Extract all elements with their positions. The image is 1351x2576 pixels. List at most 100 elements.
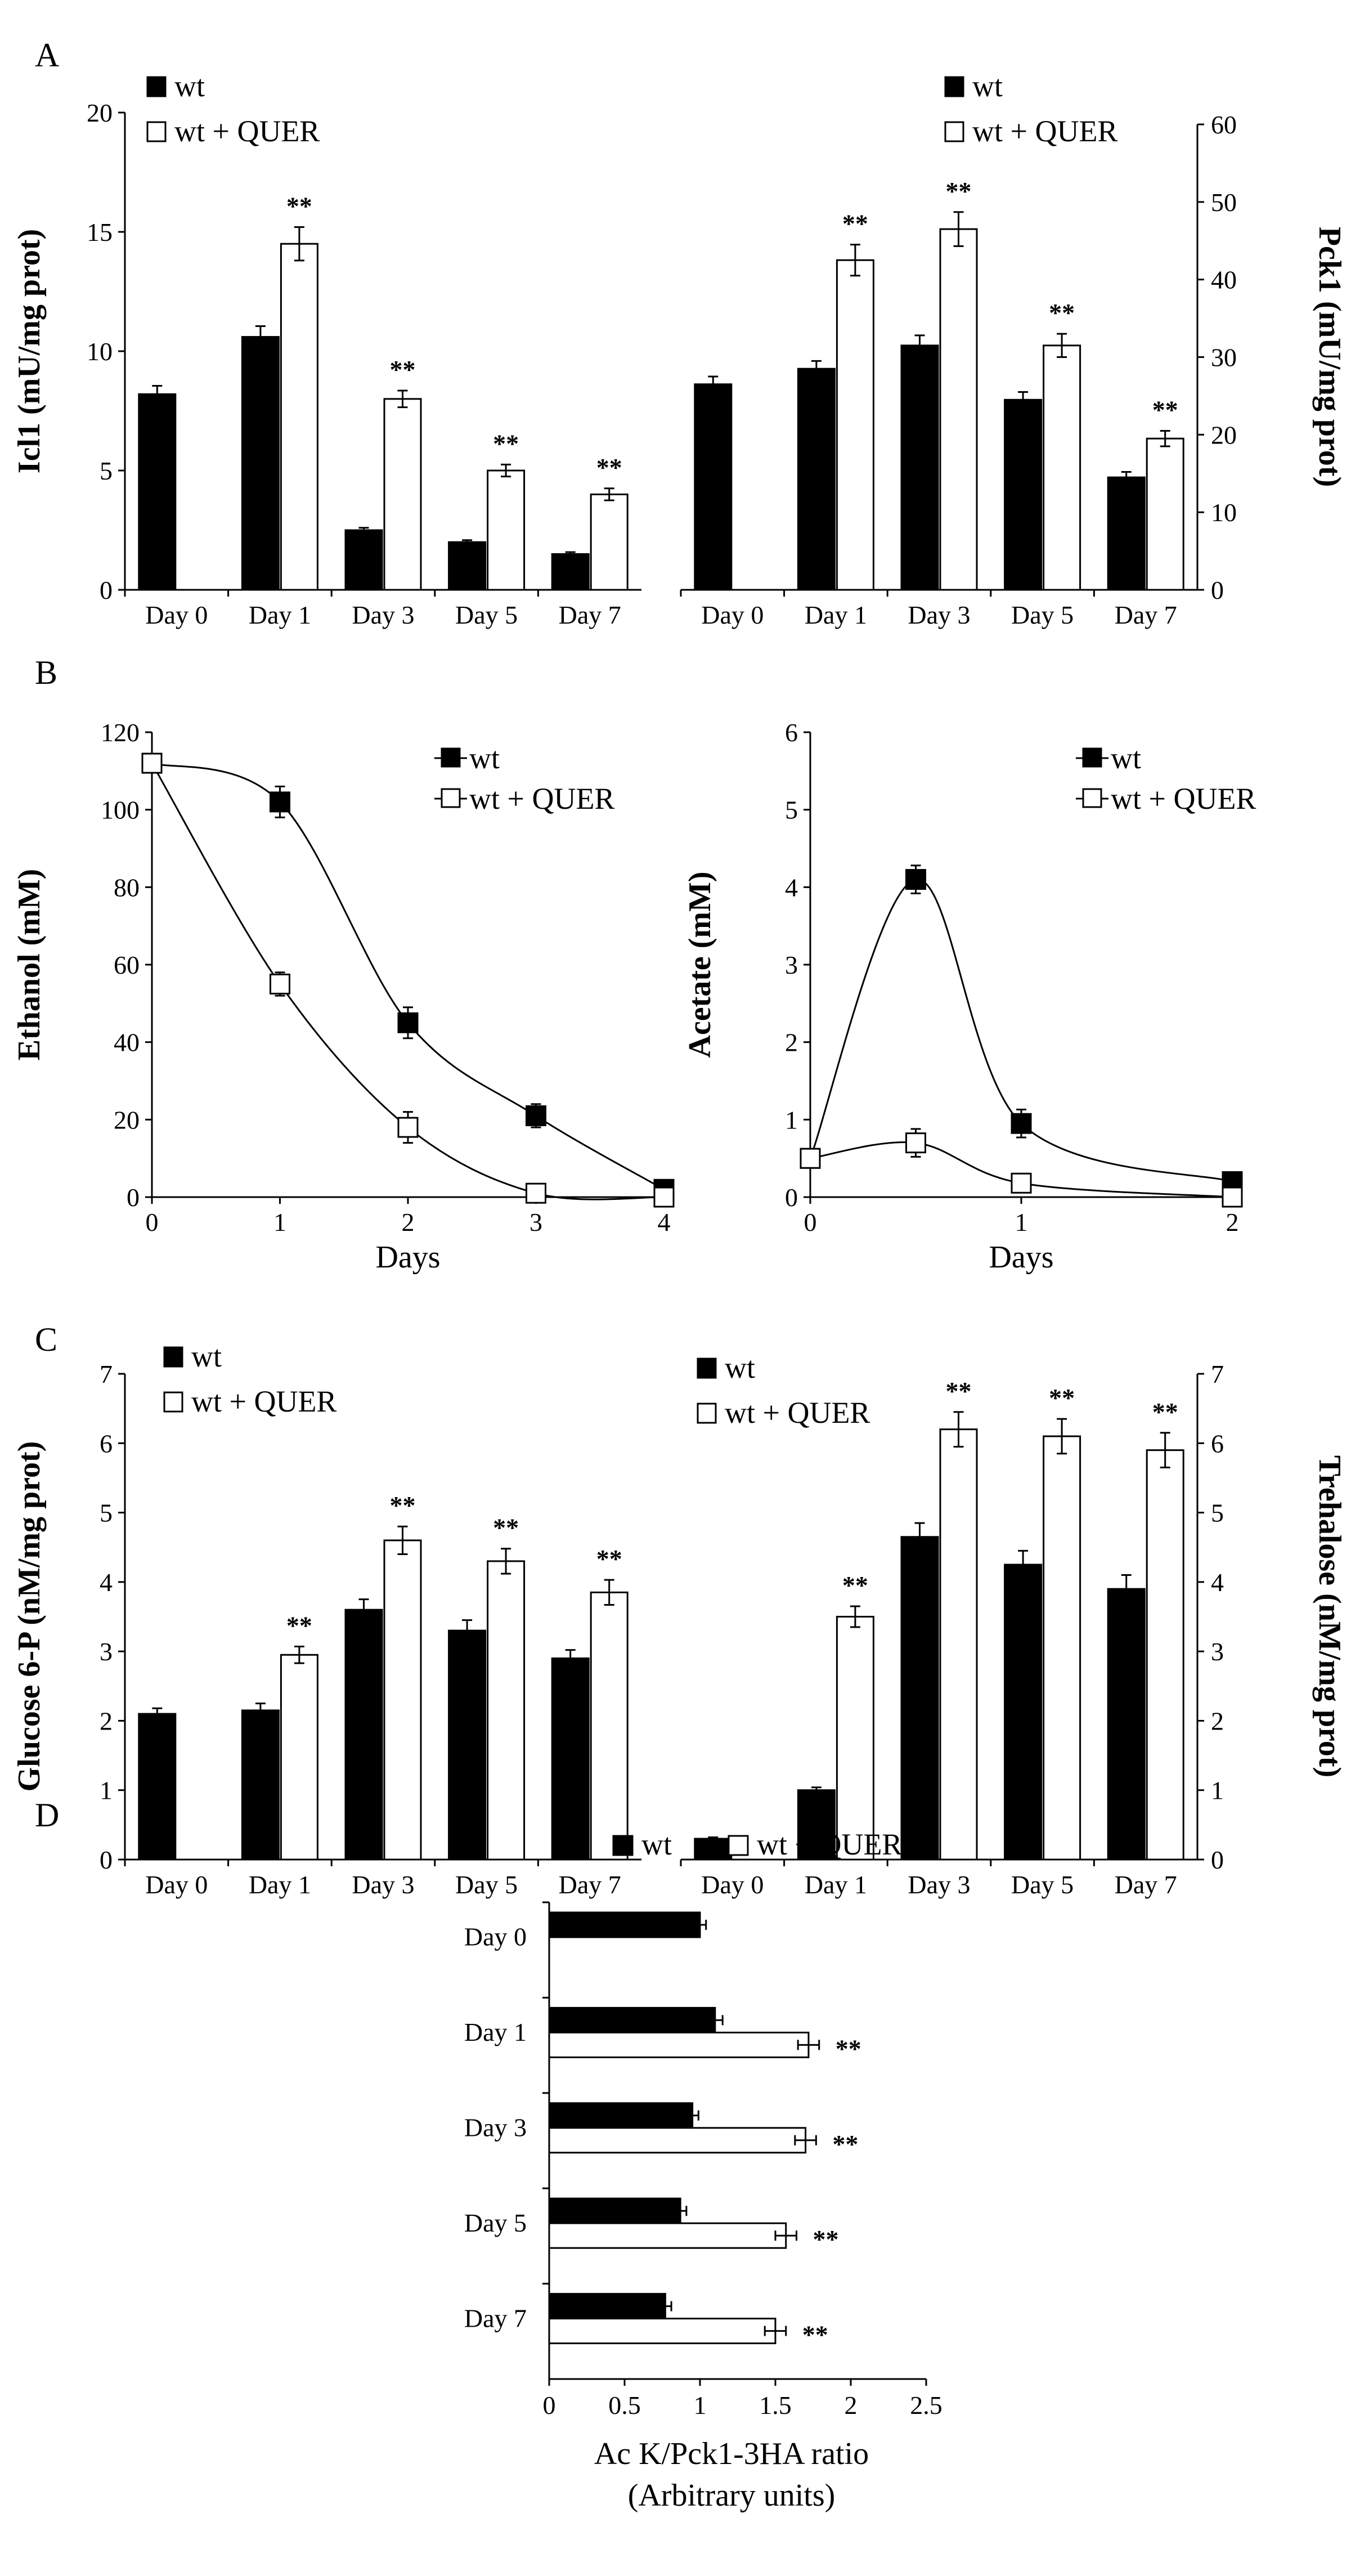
significance-marker: ** (946, 177, 972, 205)
bar-wt-quer (548, 2222, 787, 2249)
bar-wt (344, 1609, 383, 1861)
error-bar (255, 1703, 266, 1718)
x-tick-label: 0 (146, 1208, 159, 1237)
bar-wt (241, 1709, 280, 1861)
error-bar (685, 2110, 699, 2121)
bar-wt-quer (548, 2127, 807, 2154)
y-tick-label: 60 (114, 951, 140, 979)
legend-label-wt: wt (641, 1827, 672, 1861)
panel-label-a: A (35, 37, 59, 74)
bar-wt (1107, 476, 1146, 591)
bar-wt-quer (280, 243, 318, 591)
x-tick-label: Day 5 (455, 1870, 518, 1899)
series-line-wt-quer (151, 763, 665, 1200)
bar-wt (1004, 1563, 1043, 1861)
y-tick-label: Day 0 (464, 1923, 527, 1951)
legend-label-wt-quer: wt + QUER (725, 1396, 870, 1430)
y-tick-label: Day 5 (464, 2208, 527, 2237)
point-wt (526, 1105, 546, 1126)
x-tick-label: 3 (529, 1208, 542, 1237)
legend-label-wt-quer: wt + QUER (1111, 782, 1256, 816)
error-bar (914, 1522, 925, 1552)
chart-B_right: 0 1 2 3 4 5 6 0 1 2 Days Acetate (mM) wt wt + QUER (683, 718, 1256, 1275)
legend-label-wt: wt (174, 69, 205, 103)
x-tick-label: Day 3 (908, 1870, 970, 1899)
x-axis-label: Days (375, 1240, 440, 1275)
y-tick-label: 80 (114, 873, 140, 902)
error-bar (764, 2326, 787, 2336)
y-tick-label: 7 (1211, 1360, 1224, 1388)
x-tick-label: Day 3 (352, 1870, 414, 1899)
y-axis-label: Acetate (mM) (683, 871, 717, 1058)
error-bar (604, 487, 614, 501)
x-tick-label: Day 0 (145, 1870, 208, 1899)
error-bar (501, 463, 511, 478)
bar-wt (138, 1713, 177, 1861)
y-tick-label: 0 (100, 576, 113, 604)
panel-label-d: D (35, 1797, 59, 1834)
error-bar (1018, 391, 1029, 409)
error-bar (797, 2040, 820, 2050)
point-wt-quer (526, 1182, 546, 1204)
y-tick-label: 20 (114, 1105, 140, 1134)
x-tick-label: Day 7 (1115, 601, 1177, 629)
point-wt-quer (800, 1148, 821, 1169)
y-tick-label: 0 (1211, 1845, 1224, 1874)
bar-wt (548, 2102, 694, 2129)
y-tick-label: 0 (100, 1845, 113, 1874)
error-bar (1160, 1432, 1170, 1468)
significance-marker: ** (1049, 298, 1075, 327)
chart-A_left: 0 5 10 15 20 Icl1 (mU/mg prot) Day 0 Day 1 ** Day… (12, 69, 641, 629)
chart-B_left: 0 20 40 60 80 100 120 0 1 2 3 4 Days Ethanol (mM) wt wt… (12, 718, 675, 1275)
x-tick-label: Day 1 (805, 601, 867, 629)
y-tick-label: 0 (785, 1183, 798, 1212)
significance-marker: ** (836, 2034, 861, 2063)
point-wt-quer (397, 1117, 419, 1138)
x-axis-label: Ac K/Pck1-3HA ratio (594, 2436, 869, 2471)
significance-marker: ** (802, 2320, 828, 2349)
legend-swatch-wt-quer (944, 121, 964, 142)
significance-marker: ** (842, 1571, 868, 1600)
bar-wt-quer (1043, 344, 1081, 591)
y-tick-label: 4 (100, 1568, 113, 1597)
y-tick-label: 0 (127, 1183, 140, 1212)
error-bar (152, 384, 163, 404)
y-axis-label: Pck1 (mU/mg prot) (1312, 227, 1347, 487)
point-wt-quer (905, 1132, 926, 1154)
x-tick-label: 2 (845, 2391, 858, 2420)
bar-wt (548, 2006, 716, 2033)
x-tick-label: 1 (273, 1208, 286, 1237)
error-bar (255, 325, 266, 349)
y-tick-label: 10 (1211, 498, 1237, 527)
error-bar (693, 1920, 707, 1930)
y-axis-label: Ethanol (mM) (12, 869, 47, 1061)
error-bar (850, 244, 860, 277)
significance-marker: ** (1049, 1383, 1075, 1412)
y-tick-label: 4 (1211, 1568, 1224, 1597)
bar-wt-quer (590, 493, 629, 591)
x-tick-label: Day 3 (352, 601, 414, 629)
bar-wt (797, 1789, 836, 1861)
legend-swatch-wt-quer (441, 788, 461, 808)
y-tick-label: 1 (785, 1105, 798, 1134)
significance-marker: ** (842, 209, 868, 238)
y-tick-label: 60 (1211, 110, 1237, 139)
y-tick-label: 7 (100, 1360, 113, 1388)
legend-label-wt-quer: wt + QUER (191, 1385, 336, 1418)
bar-wt-quer (548, 2318, 777, 2345)
bar-wt-quer (1146, 437, 1184, 591)
significance-marker: ** (286, 192, 312, 221)
x-tick-label: 1 (694, 2391, 707, 2420)
legend-swatch-wt-quer (163, 1391, 183, 1413)
error-bar (673, 2206, 688, 2216)
bar-wt-quer (1043, 1435, 1081, 1861)
legend-swatch-wt (944, 76, 964, 97)
legend-label-wt-quer: wt + QUER (174, 114, 320, 148)
error-bar (358, 527, 369, 534)
y-tick-label: Day 1 (464, 2018, 527, 2046)
legend-swatch-wt (1082, 747, 1102, 768)
significance-marker: ** (596, 1544, 622, 1573)
y-tick-label: 15 (87, 218, 113, 247)
bar-wt (900, 1536, 939, 1861)
error-bar (1018, 1549, 1029, 1580)
